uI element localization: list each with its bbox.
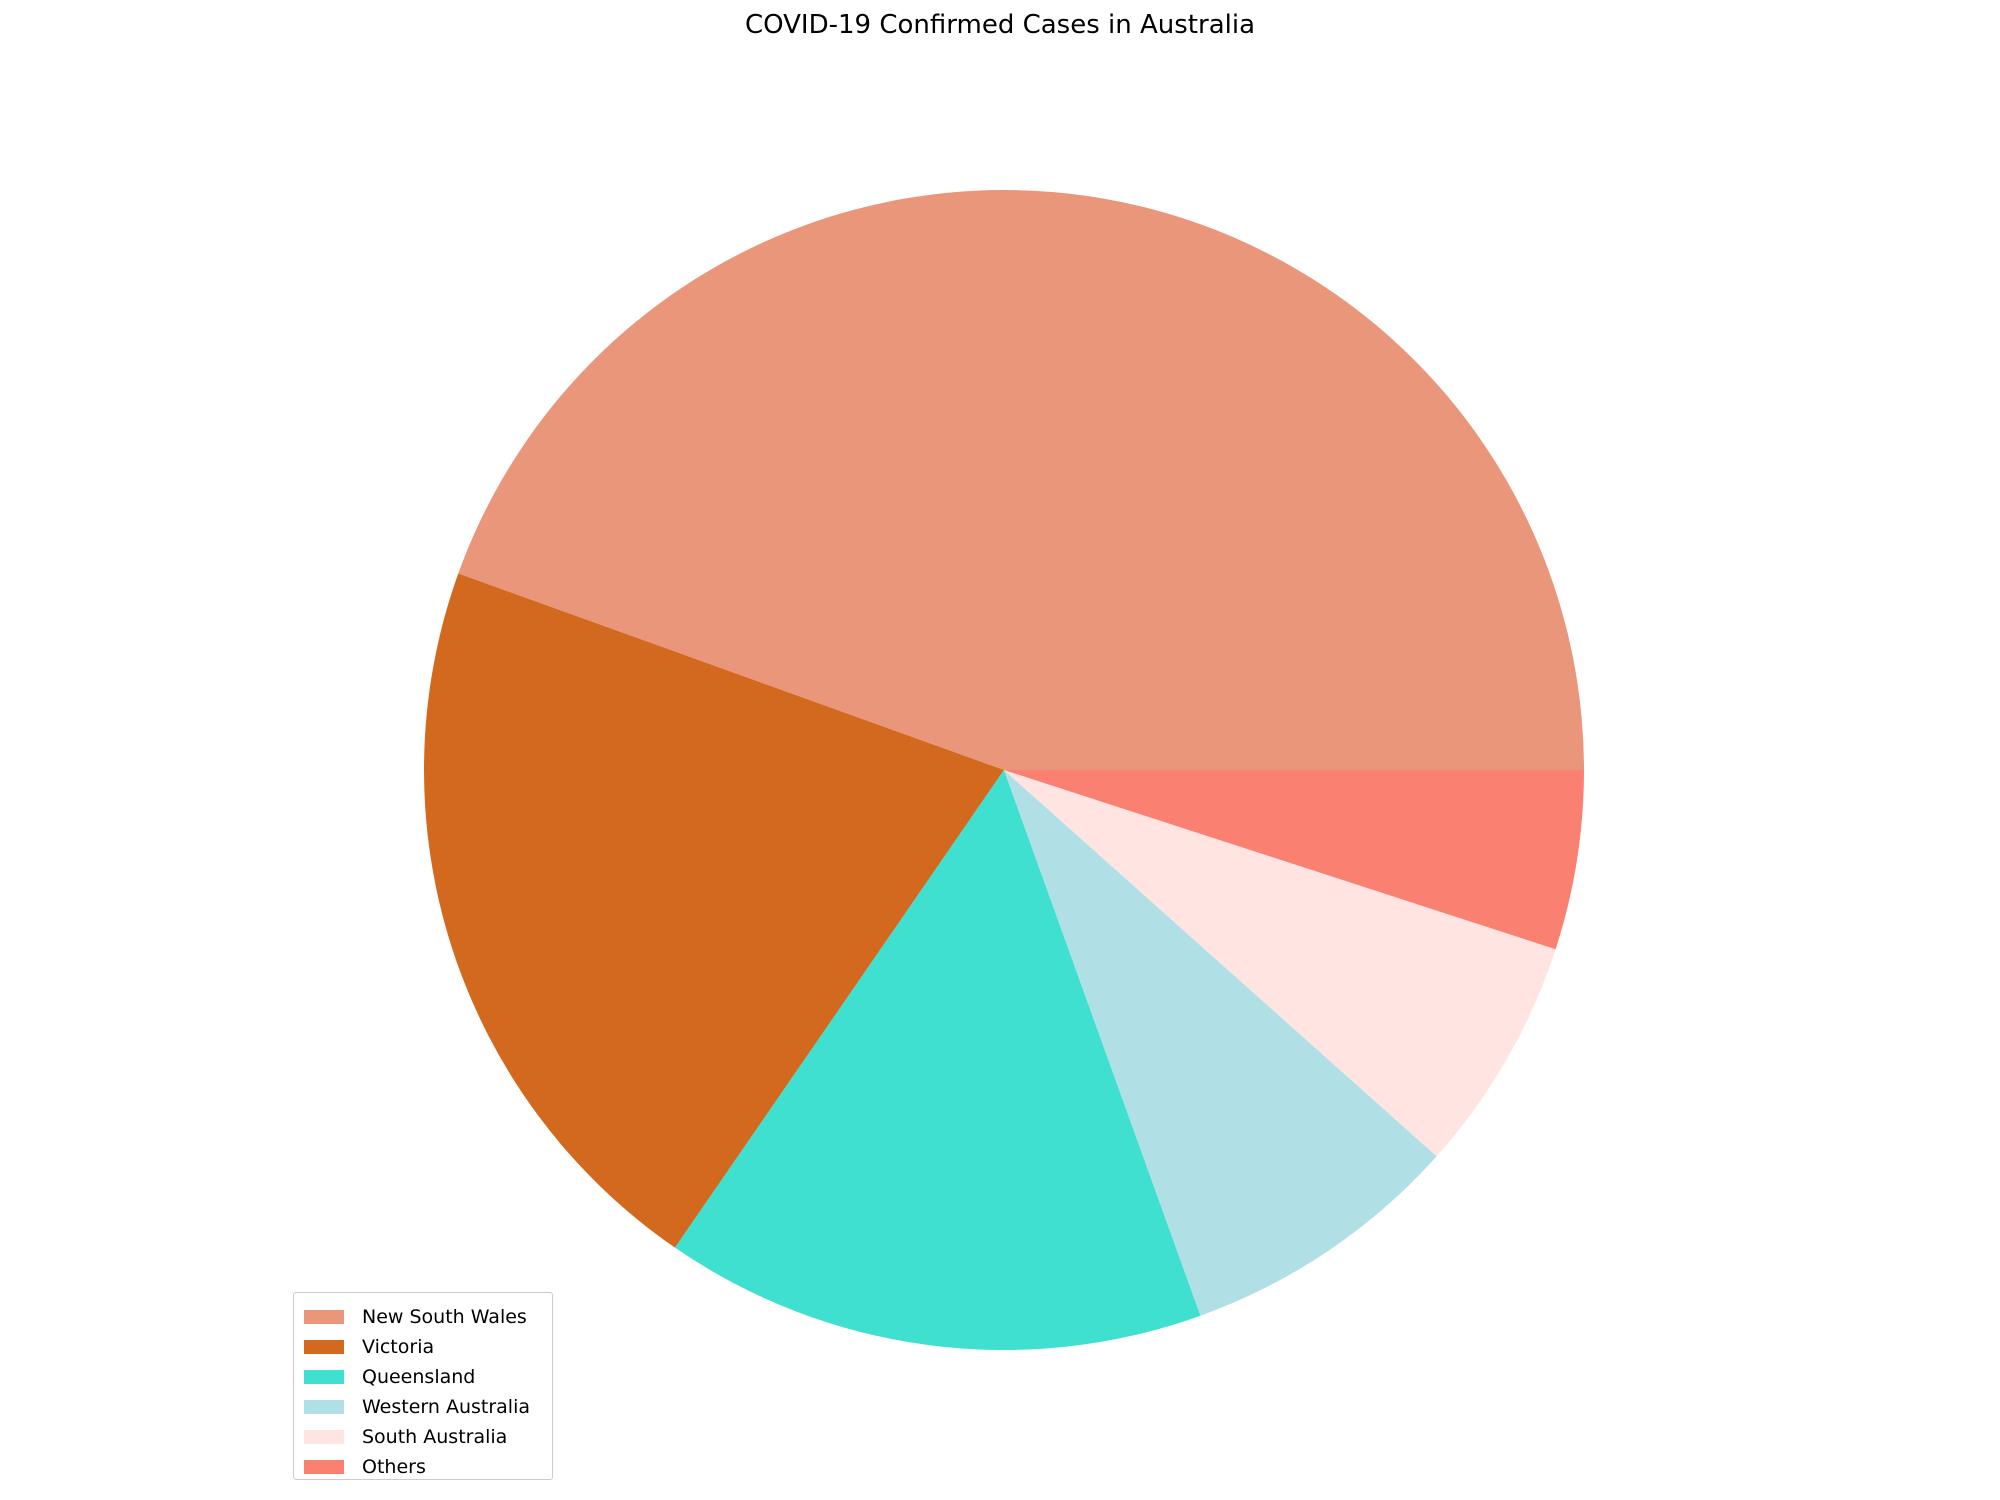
legend-swatch [304, 1460, 344, 1474]
pie-slice-victoria [423, 573, 1005, 1248]
legend-label: Queensland [362, 1366, 476, 1388]
legend: New South Wales Victoria Queensland West… [293, 1292, 553, 1480]
legend-swatch [304, 1400, 344, 1414]
legend-item-others: Others [304, 1452, 542, 1482]
pie-slice-south-australia [1004, 770, 1556, 1157]
legend-label: New South Wales [362, 1306, 527, 1328]
legend-swatch [304, 1370, 344, 1384]
legend-swatch [304, 1310, 344, 1324]
legend-item-south-australia: South Australia [304, 1422, 542, 1452]
legend-item-queensland: Queensland [304, 1362, 542, 1392]
legend-label: Victoria [362, 1336, 435, 1358]
legend-item-western-australia: Western Australia [304, 1392, 542, 1422]
legend-label: Western Australia [362, 1396, 531, 1418]
legend-item-victoria: Victoria [304, 1332, 542, 1362]
pie-slice-western-australia [1004, 770, 1437, 1316]
legend-label: Others [362, 1456, 426, 1478]
legend-swatch [304, 1340, 344, 1354]
legend-item-new-south-wales: New South Wales [304, 1302, 542, 1332]
legend-swatch [304, 1430, 344, 1444]
pie-slice-new-south-wales [458, 189, 1584, 770]
chart-title: COVID-19 Confirmed Cases in Australia [744, 10, 1256, 40]
pie-slice-queensland [674, 770, 1201, 1350]
legend-label: South Australia [362, 1426, 508, 1448]
pie-slice-others [1004, 770, 1584, 950]
